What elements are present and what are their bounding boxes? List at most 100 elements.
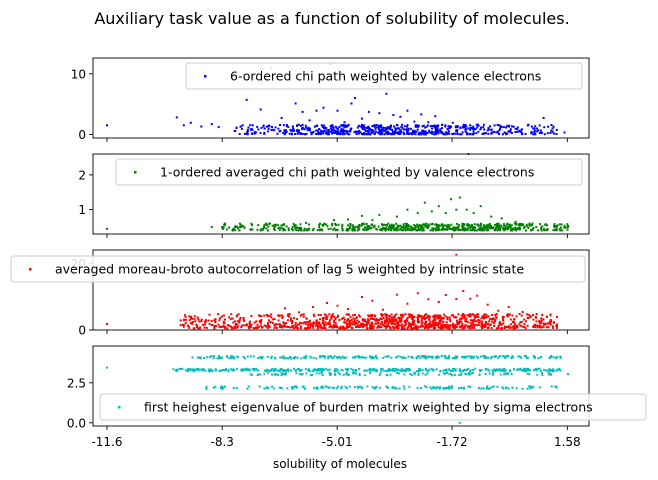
data-point (253, 321, 256, 324)
data-point (469, 369, 472, 372)
data-point (203, 323, 206, 326)
data-point (544, 223, 547, 226)
data-point (560, 223, 563, 226)
data-point (363, 369, 366, 372)
data-point (315, 109, 318, 112)
data-point (493, 368, 496, 371)
data-point (280, 314, 283, 317)
data-point (327, 386, 330, 389)
data-point (421, 131, 424, 134)
data-point (426, 372, 429, 375)
data-point (558, 367, 561, 370)
data-point (456, 130, 459, 133)
data-point (530, 131, 533, 133)
data-point (374, 355, 377, 357)
data-point (412, 318, 414, 321)
data-point (353, 369, 356, 372)
data-point (553, 225, 556, 228)
data-point (525, 223, 528, 226)
data-point (337, 385, 340, 388)
data-point (410, 316, 413, 319)
data-point (542, 117, 545, 119)
data-point (480, 126, 482, 129)
data-point (518, 222, 521, 225)
data-point (375, 228, 378, 231)
data-point (395, 318, 397, 321)
panel-2: 12 1-ordered averaged chi path weighted b… (78, 153, 590, 238)
data-point (309, 356, 312, 359)
data-point (286, 125, 288, 128)
data-point (222, 314, 225, 317)
data-point (361, 356, 364, 359)
data-point (486, 227, 489, 230)
data-point (471, 321, 474, 324)
data-point (424, 367, 427, 370)
data-point (296, 226, 298, 229)
data-point (427, 121, 430, 124)
data-point (525, 229, 527, 232)
data-point (474, 128, 477, 131)
data-point (523, 355, 526, 358)
data-point (373, 224, 376, 227)
data-point (379, 317, 382, 320)
data-point (317, 322, 320, 325)
data-point (280, 227, 283, 230)
data-point (515, 222, 518, 225)
data-point (322, 321, 325, 324)
data-point (256, 374, 259, 377)
data-point (430, 387, 433, 390)
data-point (471, 223, 473, 226)
data-point (319, 222, 321, 225)
data-point (446, 226, 449, 229)
data-point (416, 319, 419, 322)
data-point (503, 355, 506, 358)
data-point (472, 127, 475, 130)
data-point (447, 357, 450, 360)
data-point (259, 132, 262, 135)
data-point (547, 371, 550, 374)
data-point (495, 224, 498, 227)
data-point (393, 125, 396, 128)
data-point (213, 355, 215, 358)
data-point (389, 327, 392, 330)
data-point (546, 369, 549, 372)
data-point (321, 370, 324, 373)
data-point (409, 225, 411, 228)
data-point (274, 126, 277, 129)
data-point (461, 323, 464, 326)
data-point (484, 227, 487, 230)
data-point (363, 356, 366, 359)
data-point (365, 320, 368, 323)
data-point (404, 229, 407, 232)
data-point (511, 314, 514, 317)
data-point (459, 229, 462, 231)
data-point (566, 228, 569, 231)
data-point (197, 318, 200, 321)
data-point (286, 319, 289, 322)
data-point (291, 322, 293, 325)
data-point (398, 369, 401, 372)
data-point (293, 367, 295, 370)
data-point (419, 226, 422, 229)
data-point (366, 321, 369, 324)
data-point (436, 386, 438, 389)
data-point (495, 316, 498, 319)
data-point (442, 228, 445, 231)
data-point (524, 368, 527, 371)
data-point (449, 370, 452, 373)
data-point (477, 313, 480, 316)
data-point (407, 224, 410, 226)
data-point (293, 386, 295, 389)
data-point (431, 127, 433, 130)
data-point (442, 132, 445, 135)
data-point (558, 228, 561, 230)
data-point (549, 373, 552, 375)
data-point (388, 326, 391, 328)
data-point (523, 326, 525, 328)
data-point (441, 127, 443, 130)
data-point (383, 133, 386, 136)
data-point (343, 121, 346, 124)
data-point (460, 314, 463, 317)
data-point (214, 325, 217, 328)
data-point (539, 129, 542, 132)
